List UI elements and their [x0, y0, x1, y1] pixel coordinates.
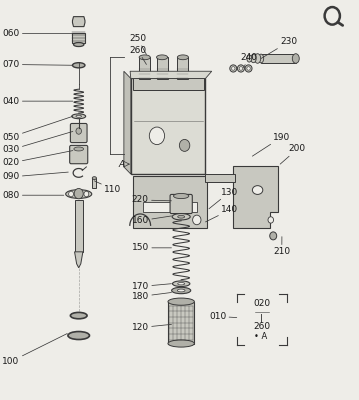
Text: 240: 240: [240, 53, 257, 68]
Bar: [73, 32, 85, 42]
Ellipse shape: [232, 67, 235, 70]
Circle shape: [84, 191, 89, 197]
Text: 070: 070: [3, 60, 73, 69]
Text: 020: 020: [253, 298, 270, 308]
Ellipse shape: [255, 54, 261, 63]
Ellipse shape: [72, 114, 86, 119]
Ellipse shape: [70, 312, 87, 319]
Bar: [132, 176, 207, 228]
Circle shape: [193, 215, 201, 225]
Text: 030: 030: [3, 132, 73, 154]
Bar: [205, 174, 235, 182]
Bar: [261, 54, 296, 63]
Text: 260: 260: [253, 322, 270, 331]
Text: 230: 230: [261, 37, 297, 58]
Ellipse shape: [258, 54, 264, 63]
Bar: [139, 57, 150, 79]
Ellipse shape: [252, 186, 263, 194]
Text: 010: 010: [209, 312, 237, 321]
Bar: [177, 57, 188, 79]
Text: 180: 180: [132, 292, 172, 301]
FancyBboxPatch shape: [70, 124, 87, 143]
Polygon shape: [130, 71, 212, 78]
Text: 040: 040: [3, 97, 73, 106]
Bar: [92, 178, 97, 188]
Polygon shape: [73, 17, 85, 27]
Text: 090: 090: [3, 172, 68, 181]
Polygon shape: [233, 166, 279, 228]
Text: 130: 130: [209, 188, 238, 209]
Text: 260: 260: [129, 46, 146, 64]
Ellipse shape: [172, 214, 190, 220]
Text: 200: 200: [280, 144, 306, 164]
Circle shape: [180, 140, 190, 151]
Ellipse shape: [139, 55, 150, 60]
Ellipse shape: [245, 65, 252, 72]
Ellipse shape: [177, 289, 185, 292]
Ellipse shape: [74, 147, 84, 151]
Ellipse shape: [247, 55, 252, 62]
Ellipse shape: [177, 55, 188, 60]
Ellipse shape: [168, 298, 194, 305]
Bar: [131, 78, 205, 174]
Ellipse shape: [239, 67, 243, 70]
Polygon shape: [75, 252, 83, 268]
Bar: [157, 57, 168, 79]
Polygon shape: [124, 71, 131, 174]
Ellipse shape: [92, 177, 97, 180]
Ellipse shape: [76, 115, 81, 117]
Ellipse shape: [178, 215, 185, 218]
Circle shape: [76, 128, 81, 134]
FancyBboxPatch shape: [70, 145, 88, 164]
Ellipse shape: [173, 194, 189, 199]
Ellipse shape: [247, 67, 250, 70]
Text: A: A: [118, 160, 124, 169]
Ellipse shape: [68, 332, 89, 340]
Bar: [132, 78, 204, 90]
Text: 210: 210: [273, 237, 290, 256]
Ellipse shape: [157, 55, 168, 60]
Ellipse shape: [230, 65, 237, 72]
Text: 080: 080: [3, 191, 64, 200]
Bar: [168, 302, 194, 344]
Text: 220: 220: [132, 196, 172, 204]
Text: |: |: [261, 314, 264, 323]
Text: 170: 170: [132, 282, 172, 291]
FancyBboxPatch shape: [170, 194, 192, 214]
Text: 190: 190: [252, 132, 290, 156]
Ellipse shape: [251, 54, 256, 63]
Ellipse shape: [292, 54, 299, 63]
Bar: [143, 202, 197, 212]
Circle shape: [270, 232, 277, 240]
Ellipse shape: [172, 281, 190, 286]
Circle shape: [325, 7, 340, 25]
Text: 140: 140: [205, 206, 238, 222]
Text: 060: 060: [3, 29, 74, 38]
Ellipse shape: [66, 190, 92, 198]
Ellipse shape: [237, 65, 244, 72]
Circle shape: [74, 188, 83, 199]
Ellipse shape: [168, 340, 194, 347]
Ellipse shape: [74, 42, 84, 46]
Circle shape: [268, 217, 274, 223]
Ellipse shape: [73, 63, 85, 68]
Text: 020: 020: [3, 150, 73, 168]
Text: 250: 250: [129, 34, 146, 54]
Text: 150: 150: [132, 243, 172, 252]
Circle shape: [69, 191, 74, 197]
Text: 120: 120: [132, 323, 172, 332]
Ellipse shape: [178, 282, 185, 285]
Text: 100: 100: [3, 334, 67, 366]
Text: 160: 160: [132, 216, 172, 225]
Circle shape: [149, 127, 164, 144]
Bar: [75, 200, 83, 252]
Text: 050: 050: [3, 116, 73, 142]
Text: 110: 110: [94, 181, 121, 194]
Bar: [237, 294, 287, 346]
Text: • A: • A: [253, 332, 267, 341]
Ellipse shape: [172, 287, 191, 294]
